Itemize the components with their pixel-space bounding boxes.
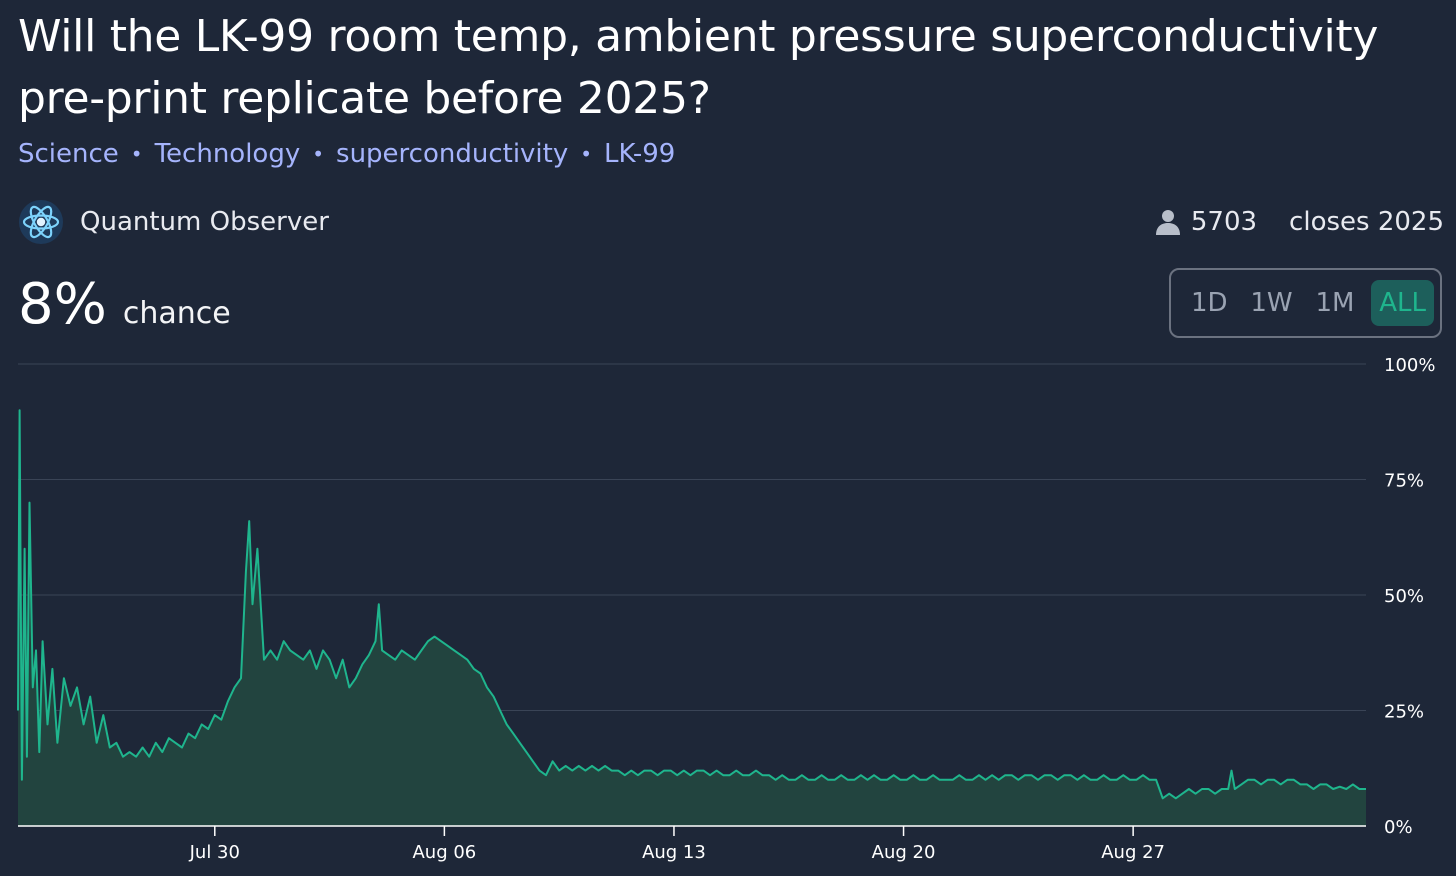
range-1m-button[interactable]: 1M: [1315, 288, 1355, 318]
tag-technology[interactable]: Technology: [154, 139, 301, 169]
range-1w-button[interactable]: 1W: [1250, 288, 1293, 318]
tag-separator: •: [312, 142, 325, 166]
probability-area: [18, 410, 1366, 826]
y-tick-label: 0%: [1384, 817, 1413, 838]
tag-list: Science • Technology • superconductivity…: [18, 134, 675, 174]
grid-layer: [18, 363, 1366, 711]
user-icon: [1155, 210, 1180, 235]
range-all-button[interactable]: ALL: [1371, 280, 1434, 326]
range-1d-button[interactable]: 1D: [1191, 288, 1228, 318]
x-tick-label: Jul 30: [189, 842, 240, 863]
creator-name: Quantum Observer: [80, 207, 329, 237]
close-date: closes 2025: [1289, 207, 1444, 237]
time-range-selector: 1D 1W 1M ALL: [1169, 268, 1442, 338]
series-layer: [17, 409, 1366, 826]
market-title: Will the LK-99 room temp, ambient pressu…: [18, 11, 1379, 124]
creator[interactable]: Quantum Observer: [18, 198, 329, 246]
x-tick-label: Aug 27: [1101, 842, 1165, 863]
tag-science[interactable]: Science: [18, 139, 119, 169]
tag-separator: •: [130, 142, 143, 166]
y-tick-label: 75%: [1384, 471, 1424, 492]
probability-chart: 0% 25% 50% 75% 100% Jul 30 Aug 06 Aug 13 Aug 20 A…: [17, 355, 1435, 863]
tag-lk99[interactable]: LK-99: [604, 139, 676, 169]
market-meta: 5703 closes 2025: [1155, 198, 1444, 246]
x-tick-label: Aug 20: [872, 842, 936, 863]
y-tick-label: 25%: [1384, 702, 1424, 723]
y-tick-label: 100%: [1384, 355, 1435, 376]
probability-value: 8%: [18, 272, 107, 337]
probability: 8% chance: [18, 272, 231, 342]
tag-separator: •: [580, 142, 593, 166]
y-tick-label: 50%: [1384, 586, 1424, 607]
x-tick-label: Aug 06: [412, 842, 476, 863]
probability-line: [17, 409, 1366, 800]
atom-icon: [19, 200, 63, 244]
probability-label: chance: [122, 296, 231, 331]
tag-superconductivity[interactable]: superconductivity: [336, 139, 569, 169]
traders-count: 5703: [1190, 207, 1258, 237]
x-tick-label: Aug 13: [642, 842, 706, 863]
axis-layer: 0% 25% 50% 75% 100% Jul 30 Aug 06 Aug 13 Aug 20 A…: [18, 355, 1435, 863]
